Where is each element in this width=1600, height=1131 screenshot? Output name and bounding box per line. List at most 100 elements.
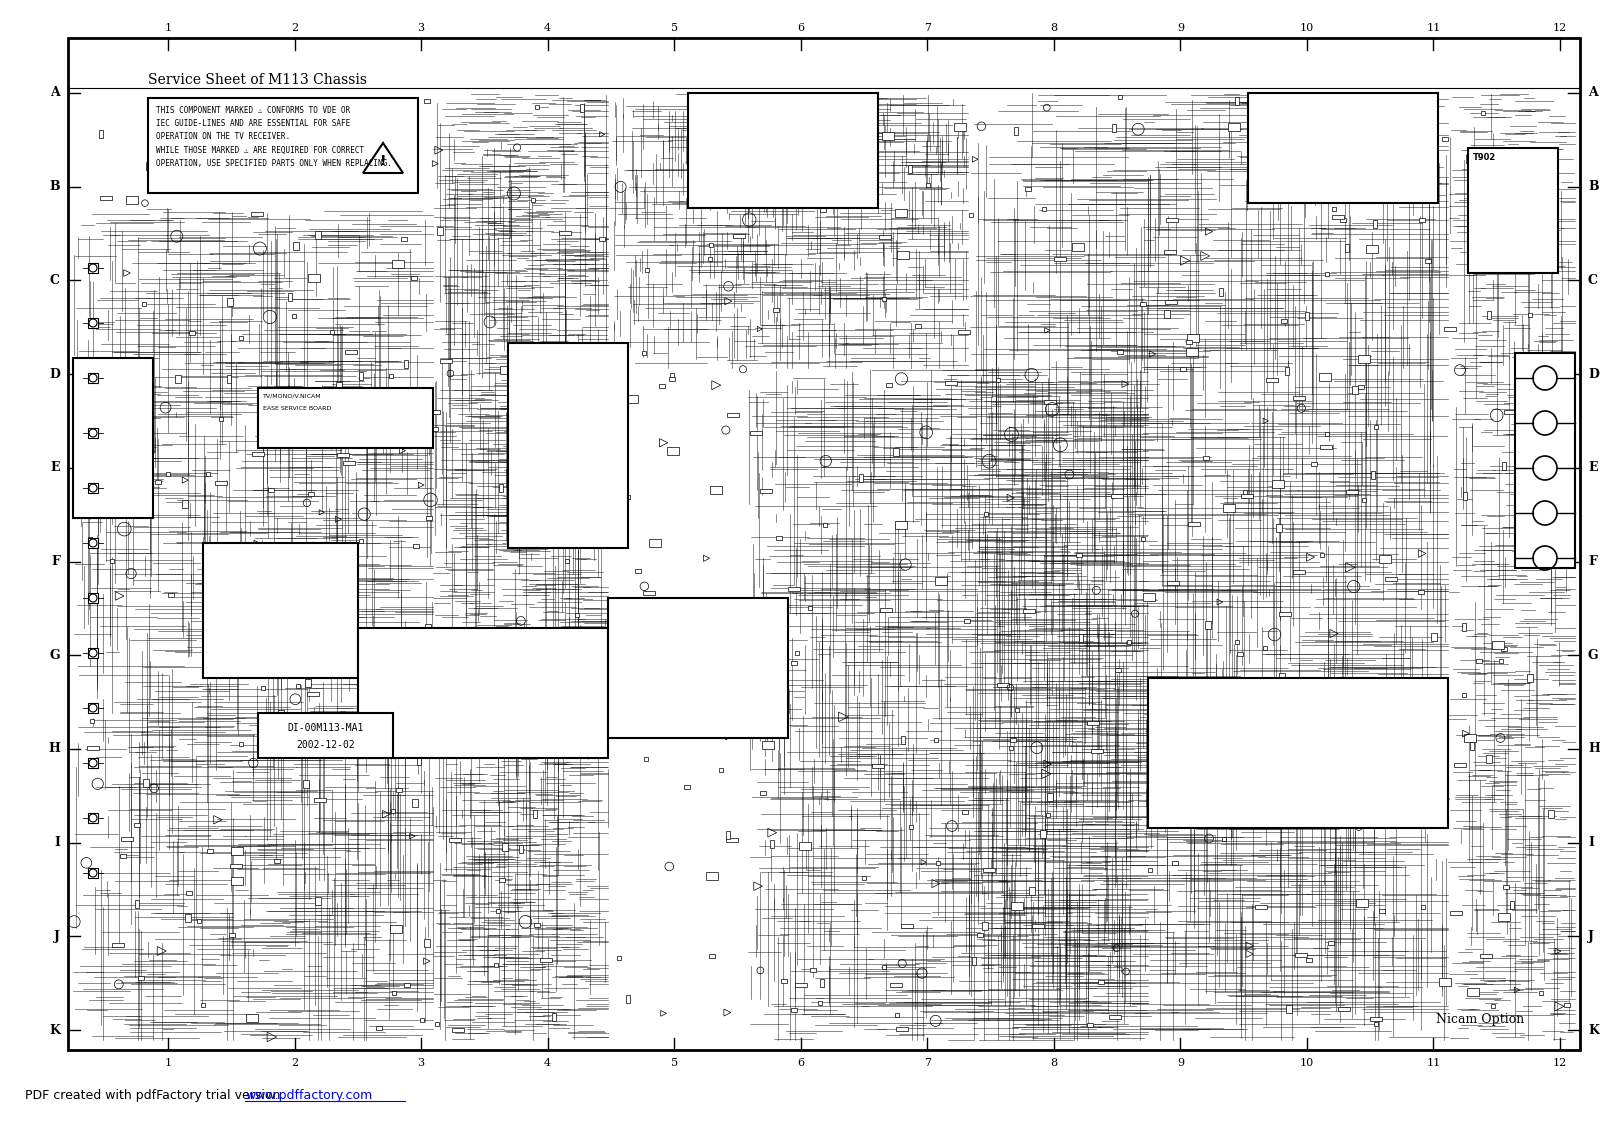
Bar <box>1454 763 1466 767</box>
Text: www.pdffactory.com: www.pdffactory.com <box>245 1088 373 1102</box>
Text: DI-00M113-MA1: DI-00M113-MA1 <box>288 723 363 733</box>
Bar <box>1355 753 1366 761</box>
Text: 12: 12 <box>1554 1057 1566 1068</box>
Bar <box>770 839 773 847</box>
Bar <box>330 330 334 334</box>
Bar <box>315 897 322 905</box>
Bar <box>1320 446 1333 449</box>
Bar <box>1222 837 1226 841</box>
Text: 11: 11 <box>1426 1057 1440 1068</box>
Bar <box>1528 500 1531 503</box>
Bar <box>126 196 138 204</box>
Text: THIS COMPONENT MARKED ⚠ CONFORMS TO VDE OR
IEC GUIDE-LINES AND ARE ESSENTIAL FOR: THIS COMPONENT MARKED ⚠ CONFORMS TO VDE … <box>157 106 392 167</box>
Bar <box>1491 1004 1496 1008</box>
Bar <box>1187 521 1200 526</box>
Text: 4: 4 <box>544 23 550 33</box>
Bar <box>258 713 394 758</box>
Bar <box>1293 570 1306 575</box>
Bar <box>99 130 102 138</box>
Bar <box>896 521 907 529</box>
Bar <box>626 995 630 1003</box>
Bar <box>648 539 661 547</box>
Text: 6: 6 <box>797 1057 805 1068</box>
Bar <box>598 238 605 241</box>
Bar <box>709 955 715 958</box>
Text: A: A <box>50 86 61 100</box>
Text: 3: 3 <box>418 23 424 33</box>
Bar <box>1515 353 1574 568</box>
Text: 2: 2 <box>291 1057 298 1068</box>
Text: 12: 12 <box>1554 23 1566 33</box>
Bar <box>883 965 886 969</box>
Bar <box>1029 888 1035 896</box>
Bar <box>291 314 296 318</box>
Bar <box>272 553 278 556</box>
Bar <box>915 323 922 328</box>
Bar <box>424 100 430 103</box>
Text: 2002-12-02: 2002-12-02 <box>296 740 355 750</box>
Bar <box>450 838 461 841</box>
Bar <box>419 1018 424 1022</box>
Bar <box>1469 148 1558 273</box>
Bar <box>546 641 549 649</box>
Bar <box>88 593 98 603</box>
Bar <box>146 162 158 170</box>
Bar <box>661 642 672 650</box>
Bar <box>1562 509 1566 512</box>
Bar <box>1362 498 1366 502</box>
Text: A: A <box>1587 86 1598 100</box>
Bar <box>558 231 571 235</box>
Bar <box>1379 908 1386 913</box>
Bar <box>352 411 357 415</box>
Text: PDF created with pdfFactory trial version: PDF created with pdfFactory trial versio… <box>26 1088 285 1102</box>
Bar <box>358 372 363 380</box>
Bar <box>798 841 811 851</box>
Bar <box>227 297 232 305</box>
Bar <box>1510 900 1514 909</box>
Bar <box>1462 693 1466 697</box>
Text: E: E <box>1587 461 1597 474</box>
Bar <box>819 208 826 211</box>
Bar <box>1526 674 1533 682</box>
Bar <box>1282 319 1286 323</box>
Bar <box>1358 385 1365 389</box>
Bar <box>886 382 891 387</box>
Text: 1: 1 <box>165 23 171 33</box>
Bar <box>1498 913 1510 921</box>
Bar <box>514 355 517 363</box>
Bar <box>642 351 645 355</box>
Bar <box>270 636 282 639</box>
Bar <box>898 251 909 259</box>
Bar <box>267 489 274 492</box>
Bar <box>214 481 227 485</box>
Bar <box>997 683 1008 687</box>
Bar <box>219 417 222 421</box>
Bar <box>934 737 938 742</box>
Bar <box>541 958 552 962</box>
Bar <box>768 621 773 624</box>
Bar <box>640 726 645 734</box>
Bar <box>1374 1022 1378 1026</box>
Bar <box>229 864 242 869</box>
Bar <box>392 809 395 813</box>
Bar <box>760 489 773 493</box>
Text: B: B <box>1587 180 1598 193</box>
Bar <box>112 943 123 948</box>
Bar <box>520 845 523 853</box>
Bar <box>1270 709 1275 713</box>
Text: Service Sheet of M113 Chassis: Service Sheet of M113 Chassis <box>147 74 366 87</box>
Bar <box>1163 310 1170 318</box>
Bar <box>229 933 235 936</box>
Bar <box>600 395 605 403</box>
Bar <box>709 684 722 688</box>
Bar <box>1523 469 1530 477</box>
Bar <box>230 878 243 886</box>
Text: C: C <box>50 274 61 287</box>
Bar <box>74 359 154 518</box>
Bar <box>502 843 509 851</box>
Bar <box>427 409 440 414</box>
Bar <box>1530 442 1542 447</box>
Bar <box>1142 593 1155 602</box>
Bar <box>1118 95 1122 100</box>
Bar <box>626 607 638 616</box>
